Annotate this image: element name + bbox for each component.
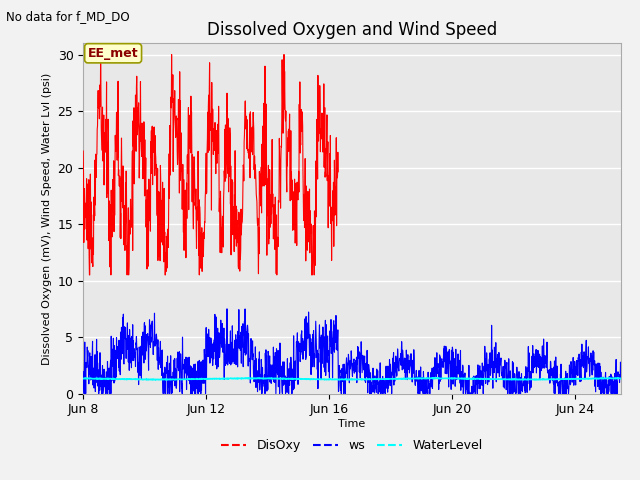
Title: Dissolved Oxygen and Wind Speed: Dissolved Oxygen and Wind Speed [207, 21, 497, 39]
Text: No data for f_MD_DO: No data for f_MD_DO [6, 10, 130, 23]
Text: EE_met: EE_met [88, 47, 138, 60]
Y-axis label: Dissolved Oxygen (mV), Wind Speed, Water Lvl (psi): Dissolved Oxygen (mV), Wind Speed, Water… [42, 72, 52, 364]
X-axis label: Time: Time [339, 419, 365, 429]
Legend: DisOxy, ws, WaterLevel: DisOxy, ws, WaterLevel [216, 434, 488, 457]
